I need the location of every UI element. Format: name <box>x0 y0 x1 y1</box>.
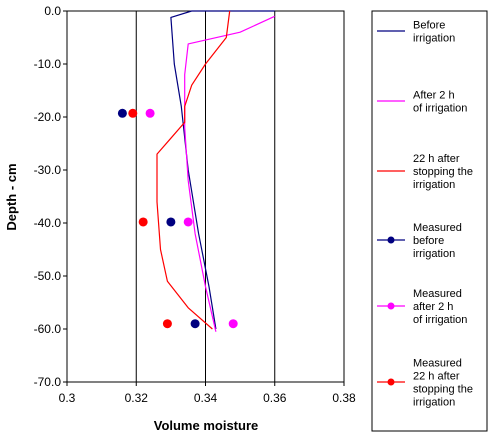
y-tick-label: -40.0 <box>34 216 62 230</box>
x-tick-label: 0.3 <box>59 391 76 405</box>
series-4-point <box>117 108 127 118</box>
y-tick-label: 0.0 <box>44 4 61 18</box>
y-tick-label: -70.0 <box>34 375 62 389</box>
series-6-point <box>162 319 172 329</box>
series-5-point <box>228 319 238 329</box>
legend-label-line: Measured <box>413 288 462 300</box>
series-6-point <box>128 108 138 118</box>
plot-area: 0.3 0.32 0.34 0.36 0.38 0.0 -10.0 -20.0 -30.0 -40… <box>34 4 356 405</box>
series-4-point <box>190 319 200 329</box>
legend-label-line: irrigation <box>413 248 455 260</box>
legend-swatch-marker <box>387 302 395 310</box>
series-4-point <box>166 217 176 227</box>
y-tick-label: -50.0 <box>34 269 62 283</box>
legend-label-line: irrigation <box>413 397 455 409</box>
series-1-line <box>170 10 275 330</box>
legend-label-line: Measured <box>413 358 462 370</box>
legend-box <box>371 10 488 432</box>
legend-label-line: stopping the <box>413 384 473 396</box>
x-axis-title: Volume moisture <box>154 418 259 433</box>
legend-label-line: before <box>413 235 444 247</box>
x-tick-label: 0.32 <box>125 391 149 405</box>
legend-label-line: Measured <box>413 222 462 234</box>
legend-label-line: after 2 h <box>413 301 453 313</box>
series-3-line <box>156 10 231 330</box>
x-tick-label: 0.36 <box>263 391 287 405</box>
y-tick-label: -20.0 <box>34 110 62 124</box>
legend-label-line: irrigation <box>413 179 455 191</box>
series-5-point <box>183 217 193 227</box>
legend-label: Measured after 2 h of irrigation <box>413 288 467 326</box>
legend-label-line: Before <box>413 20 445 32</box>
y-tick-label: -10.0 <box>34 57 62 71</box>
legend-label: 22 h after stopping the irrigation <box>413 153 473 191</box>
legend-label: After 2 h of irrigation <box>413 90 467 115</box>
legend-swatch-marker <box>387 378 395 386</box>
series-6-point <box>138 217 148 227</box>
series-2-line <box>184 15 275 332</box>
legend-label-line: After 2 h <box>413 90 455 102</box>
y-axis-title: Depth - cm <box>4 163 19 230</box>
y-tick-label: -60.0 <box>34 322 62 336</box>
legend-label-line: stopping the <box>413 166 473 178</box>
legend-label-line: of irrigation <box>413 103 467 115</box>
legend-label-line: irrigation <box>413 33 455 45</box>
legend-label-line: 22 h after <box>413 371 460 383</box>
legend-label-line: of irrigation <box>413 314 467 326</box>
series-5-point <box>145 108 155 118</box>
y-tick-label: -30.0 <box>34 163 62 177</box>
legend-label: Before irrigation <box>413 20 455 45</box>
x-tick-label: 0.34 <box>194 391 218 405</box>
legend-label-line: 22 h after <box>413 153 460 165</box>
legend-label: Measured 22 h after stopping the irrigation <box>413 358 473 409</box>
legend-label: Measured before irrigation <box>413 222 462 260</box>
legend-swatch-marker <box>387 236 395 244</box>
x-tick-label: 0.38 <box>332 391 356 405</box>
